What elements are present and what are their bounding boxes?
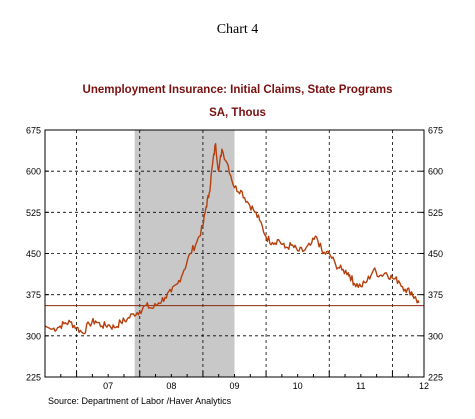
y-tick-label-left: 525 (26, 208, 41, 218)
y-tick-label-left: 375 (26, 290, 41, 300)
y-tick-label-left: 600 (26, 167, 41, 177)
y-tick-label-left: 300 (26, 331, 41, 341)
y-tick-label-left: 675 (26, 126, 41, 136)
x-tick-label: 12 (419, 381, 429, 391)
x-tick-label: 08 (166, 381, 176, 391)
y-tick-label-right: 525 (428, 208, 443, 218)
source-note: Source: Department of Labor /Haver Analy… (48, 396, 232, 406)
plot-area: 225 225 300 300 375 375 450 450 525 525 600 600 675 6… (26, 126, 443, 392)
y-tick-label-right: 600 (428, 167, 443, 177)
series-line (44, 143, 420, 335)
chart-number: Chart 4 (217, 22, 259, 37)
y-tick-label-right: 375 (428, 290, 443, 300)
y-tick-label-right: 675 (428, 126, 443, 136)
y-tick-label-right: 300 (428, 331, 443, 341)
x-tick-label: 09 (229, 381, 239, 391)
x-tick-label: 10 (293, 381, 303, 391)
chart-title: Unemployment Insurance: Initial Claims, … (83, 84, 393, 96)
x-tick-label: 07 (103, 381, 113, 391)
chart-subtitle: SA, Thous (209, 107, 266, 119)
x-tick-label: 11 (356, 381, 365, 391)
y-tick-label-right: 225 (428, 373, 443, 383)
y-tick-label-right: 450 (428, 249, 443, 259)
y-tick-label-left: 450 (26, 249, 41, 259)
y-tick-label-left: 225 (26, 373, 41, 383)
